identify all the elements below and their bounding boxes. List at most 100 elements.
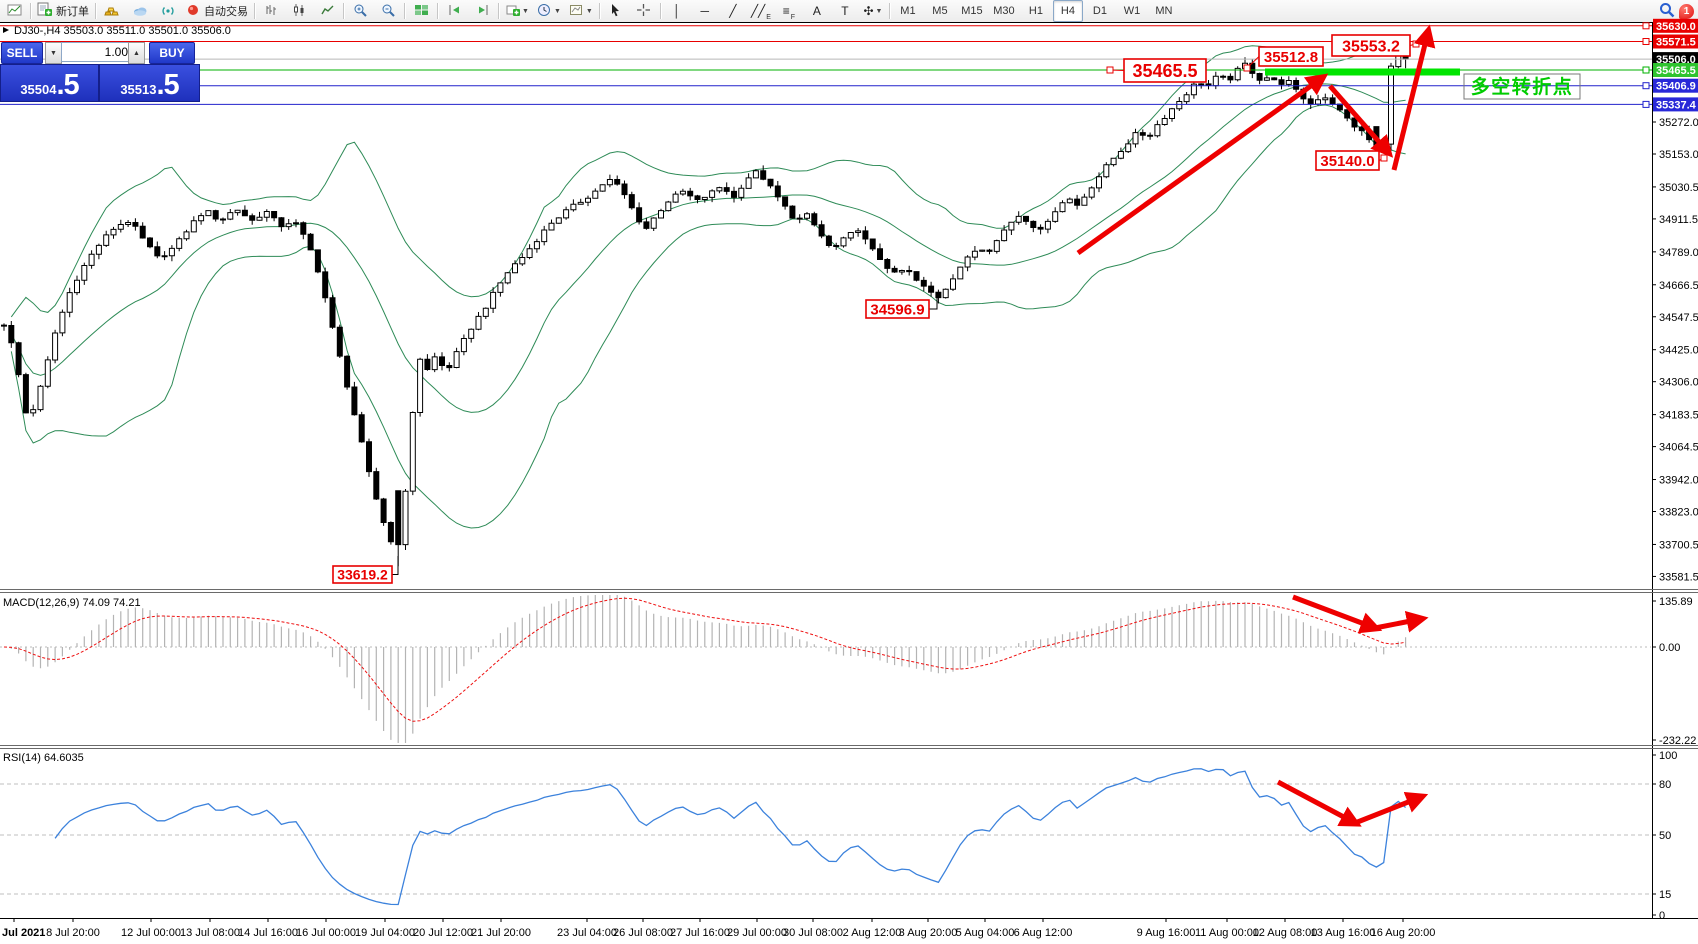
doc-plus <box>37 2 53 20</box>
buy-button[interactable]: BUY <box>149 42 195 64</box>
svg-text:多空转折点: 多空转折点 <box>1471 75 1574 98</box>
tf-m5[interactable]: M5 <box>932 5 948 17</box>
search-icon[interactable] <box>1659 2 1675 21</box>
tf-h4[interactable]: H4 <box>1052 0 1083 22</box>
bid-price-box[interactable]: 35504 .5 <box>0 64 99 102</box>
templates-icon[interactable]: ▼ <box>566 0 596 22</box>
rsi-header: RSI(14) 64.6035 <box>3 752 84 764</box>
trend-arrow-1[interactable] <box>1076 73 1329 256</box>
zoom-in-icon <box>353 3 368 20</box>
tf-mn[interactable]: MN <box>1155 5 1173 17</box>
price-callout-35512.8[interactable]: 35512.8 <box>1243 46 1324 72</box>
hline-icon[interactable]: ─ <box>700 4 710 18</box>
tile-windows-icon <box>414 3 429 20</box>
price-line-handle[interactable] <box>1642 22 1650 30</box>
price-callout-35553.2[interactable]: 35553.2 <box>1331 34 1420 57</box>
trend-arrow-3[interactable] <box>1391 24 1436 171</box>
x-axis-label: 2 Aug 12:00 <box>843 927 902 939</box>
auto-scroll-icon[interactable] <box>469 0 495 22</box>
x-axis-label: 11 Aug 00:00 <box>1195 927 1259 939</box>
chart-shift-icon[interactable] <box>437 0 467 22</box>
x-axis-label: 30 Jul 08:00 <box>783 927 843 939</box>
zoom-out-icon <box>381 3 396 20</box>
tf-m1[interactable]: M1 <box>888 0 923 22</box>
price-callout-35465.5[interactable]: 35465.5 <box>1106 58 1207 83</box>
cloud-icon[interactable] <box>127 0 153 22</box>
main-pane <box>1 45 1409 567</box>
crosshair-icon <box>636 3 651 20</box>
price-callout-33619.2[interactable]: 33619.2 <box>332 556 399 584</box>
text-icon[interactable]: A <box>812 4 821 18</box>
svg-text:34911.5: 34911.5 <box>1659 214 1698 226</box>
periods-icon <box>537 3 552 20</box>
arrows-icon[interactable]: ✣ ▼ <box>863 4 883 18</box>
x-axis-label: 6 Aug 12:00 <box>1014 927 1073 939</box>
price-line-handle[interactable] <box>1642 38 1650 45</box>
notifications-badge[interactable]: 1 <box>1679 3 1694 19</box>
auto-scroll-icon <box>475 3 490 20</box>
svg-text:33581.5: 33581.5 <box>1659 571 1698 583</box>
ask-price-box[interactable]: 35513 .5 <box>99 64 200 102</box>
x-axis-label: 29 Jul 00:00 <box>727 927 787 939</box>
zoom-in-icon[interactable] <box>343 0 373 22</box>
price-line-handle[interactable] <box>1642 100 1650 108</box>
svg-text:35153.0: 35153.0 <box>1659 149 1698 161</box>
one-click-trading-panel: SELL ▼ ▲ BUY 35504 .5 35513 .5 <box>0 41 200 102</box>
cursor-icon[interactable] <box>598 0 629 22</box>
volume-decrease-button[interactable]: ▼ <box>45 42 62 64</box>
x-axis-label: 8 Jul 20:00 <box>46 927 100 939</box>
periods-icon[interactable]: ▼ <box>534 0 564 22</box>
new-order-button[interactable]: 新订单 <box>30 0 92 22</box>
sell-button[interactable]: SELL <box>1 42 43 64</box>
bar-chart-icon <box>264 3 279 20</box>
price-line-handle[interactable] <box>1642 66 1650 74</box>
price-callout-35140.0[interactable]: 35140.0 <box>1315 150 1388 171</box>
toolbar: 新订单 自动交易 ▼ ▼ ▼ │ ─ ╱ ╱╱ E ≡ F A T ✣ ▼ M1 M5 M15 M30 H1 H4 D1 W1… <box>0 0 1698 23</box>
dropdown-arrow-icon: ▼ <box>875 7 883 15</box>
fibonacci-icon[interactable]: ≡ F <box>782 4 796 21</box>
macd-header: MACD(12,26,9) 74.09 74.21 <box>3 597 141 609</box>
rsi-arrow-1[interactable] <box>1276 779 1362 827</box>
price-line-handle[interactable] <box>1642 82 1650 90</box>
tile-windows-icon[interactable] <box>404 0 434 22</box>
rsi-arrow-2[interactable] <box>1354 792 1429 826</box>
macd-arrow-1[interactable] <box>1292 594 1383 634</box>
svg-text:33700.5: 33700.5 <box>1659 539 1698 551</box>
line-chart-icon <box>320 3 335 20</box>
support-band[interactable] <box>1265 68 1460 76</box>
mini-chart-icon[interactable] <box>1 0 27 22</box>
vline-icon[interactable]: │ <box>659 0 690 22</box>
channel-icon[interactable]: ╱╱ E <box>750 4 771 21</box>
line-chart-icon[interactable] <box>314 0 340 22</box>
chart-title-marker <box>3 27 9 33</box>
trend-arrow-2[interactable] <box>1328 84 1394 158</box>
tf-d1[interactable]: D1 <box>1092 5 1107 17</box>
tf-m30[interactable]: M30 <box>993 5 1015 17</box>
volume-input[interactable] <box>61 42 135 62</box>
cn-turning-point-label[interactable]: 多空转折点 <box>1463 73 1581 100</box>
signals-icon[interactable] <box>155 0 181 22</box>
volume-increase-button[interactable]: ▲ <box>128 42 145 64</box>
svg-text:34547.5: 34547.5 <box>1659 312 1698 324</box>
crosshair-icon[interactable] <box>631 0 657 22</box>
bar-chart-icon[interactable] <box>254 0 284 22</box>
zoom-out-icon[interactable] <box>375 0 401 22</box>
bollinger-upper <box>10 45 1406 318</box>
candle-chart-icon[interactable] <box>286 0 312 22</box>
add-indicator-icon[interactable]: ▼ <box>498 0 532 22</box>
bull-candles <box>30 50 1402 546</box>
label-icon[interactable]: T <box>841 4 849 18</box>
mini-chart-icon <box>7 3 22 20</box>
tf-m15[interactable]: M15 <box>961 5 983 17</box>
price-callout-34596.9[interactable]: 34596.9 <box>865 293 938 319</box>
tf-h1[interactable]: H1 <box>1028 5 1043 17</box>
auto-trading-button[interactable]: 自动交易 <box>183 0 251 22</box>
x-axis-label: 16 Aug 20:00 <box>1371 927 1436 939</box>
gold-icon[interactable] <box>95 0 125 22</box>
macd-arrow-2[interactable] <box>1374 610 1429 633</box>
trendline-icon[interactable]: ╱ <box>729 4 737 18</box>
tf-w1[interactable]: W1 <box>1123 5 1141 17</box>
svg-text:34666.5: 34666.5 <box>1659 280 1698 292</box>
